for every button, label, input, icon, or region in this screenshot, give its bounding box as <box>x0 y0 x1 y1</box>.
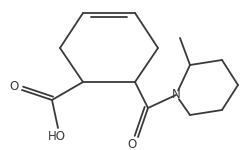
Text: O: O <box>127 138 136 150</box>
Text: N: N <box>171 88 180 102</box>
Text: O: O <box>9 80 18 93</box>
Text: HO: HO <box>48 129 66 142</box>
